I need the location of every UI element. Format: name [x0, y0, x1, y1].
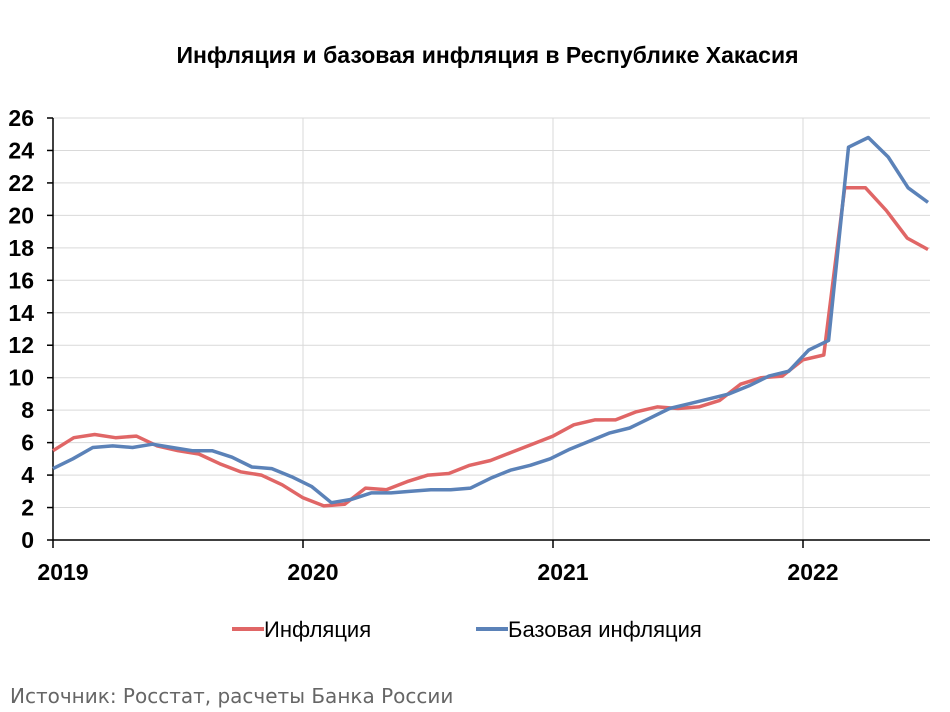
y-tick-label: 0 [21, 527, 34, 553]
y-tick-label: 8 [21, 397, 34, 423]
y-tick-label: 12 [8, 332, 34, 358]
series-line-0 [52, 186, 929, 508]
y-tick-label: 16 [8, 267, 34, 293]
x-tick-label: 2020 [287, 559, 338, 585]
y-tick-label: 24 [8, 137, 34, 163]
x-tick-label: 2022 [787, 559, 838, 585]
x-tick-label: 2021 [537, 559, 588, 585]
y-tick-label: 14 [8, 300, 34, 326]
y-tick-label: 20 [8, 202, 34, 228]
legend-label: Базовая инфляция [508, 617, 702, 642]
y-tick-label: 26 [8, 105, 34, 131]
legend-label: Инфляция [264, 617, 371, 642]
y-tick-label: 2 [21, 495, 34, 521]
y-tick-label: 22 [8, 170, 34, 196]
series-lines [52, 135, 930, 508]
y-tick-label: 4 [21, 462, 34, 488]
chart-title: Инфляция и базовая инфляция в Республике… [176, 42, 799, 68]
legend: Инфляция Базовая инфляция [232, 617, 702, 642]
y-tick-label: 18 [8, 235, 34, 261]
series-line-1 [52, 135, 930, 505]
gridlines [52, 117, 930, 540]
source-note: Источник: Росстат, расчеты Банка России [10, 684, 454, 708]
y-tick-label: 10 [8, 365, 34, 391]
y-tick-label: 6 [21, 430, 34, 456]
x-tick-label: 2019 [37, 559, 88, 585]
